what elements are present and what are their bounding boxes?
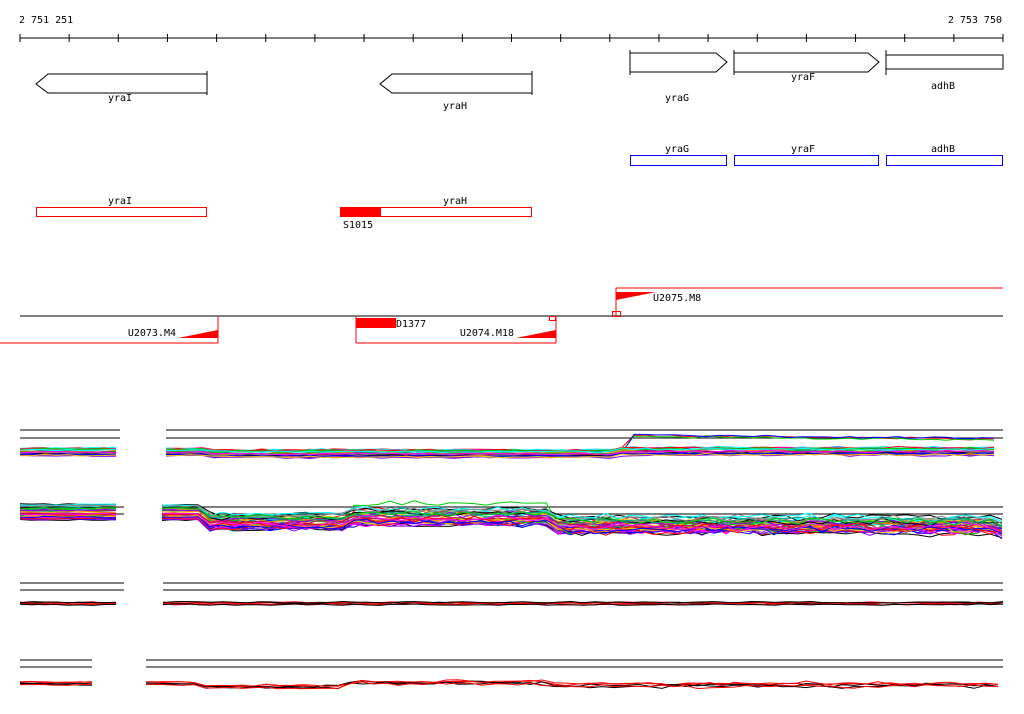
expression-profile-line <box>145 679 999 688</box>
svg-text:yraH: yraH <box>443 196 467 207</box>
operon-yraH[interactable]: yraH S1015 <box>340 196 532 231</box>
expression-profile-line <box>19 518 117 521</box>
svg-text:yraI: yraI <box>108 196 132 207</box>
expression-profile-line <box>19 512 117 516</box>
expression-profile-line <box>19 515 117 519</box>
expression-profile-line <box>145 679 999 688</box>
expression-profile-line <box>19 680 93 684</box>
expression-profile-line <box>19 504 117 507</box>
svg-text:D1377: D1377 <box>396 319 426 330</box>
site-block <box>340 207 381 217</box>
svg-text:yraF: yraF <box>791 144 815 155</box>
promoter-wedge-icon <box>616 292 656 300</box>
expression-panel-1 <box>19 429 1003 460</box>
gene-label: yraG <box>665 93 689 104</box>
operon-yraG[interactable]: yraG <box>630 144 727 166</box>
svg-text:yraG: yraG <box>665 144 689 155</box>
expression-profile-line <box>19 448 117 451</box>
expression-profile-line <box>19 682 93 685</box>
expression-profile-line <box>166 447 995 454</box>
operon-yraI[interactable]: yraI <box>36 196 207 217</box>
promoter-wedge-icon <box>516 330 556 338</box>
gene-label: yraH <box>443 101 467 112</box>
expression-profile-line <box>19 508 117 512</box>
gene-label: adhB <box>931 81 955 92</box>
promoter-U2073[interactable]: U2073.M4 <box>0 316 219 344</box>
gene-yraH[interactable]: yraH <box>379 71 533 112</box>
start-coordinate: 2 751 251 <box>19 15 73 26</box>
expression-profile-line <box>145 681 999 690</box>
gene-adhB[interactable]: adhB <box>885 50 1004 92</box>
expression-profile-line <box>19 506 116 510</box>
operon-adhB[interactable]: adhB <box>886 144 1003 166</box>
svg-text:U2075.M8: U2075.M8 <box>653 293 701 304</box>
expression-profile-line <box>19 510 117 513</box>
axis-ticks <box>19 34 1004 42</box>
expression-profile-line <box>19 454 117 457</box>
expression-profile-line <box>19 601 117 604</box>
expression-profile-line <box>20 683 93 686</box>
expression-profile-line <box>165 449 995 456</box>
expression-profile-line <box>19 517 117 520</box>
expression-profile-line <box>19 603 117 606</box>
svg-text:adhB: adhB <box>931 144 955 155</box>
promoter-wedge-icon <box>178 330 218 338</box>
expression-panel-3 <box>19 582 1004 606</box>
expression-profile-line <box>161 504 1003 524</box>
end-coordinate: 2 753 750 <box>948 15 1002 26</box>
svg-text:U2074.M18: U2074.M18 <box>460 328 514 339</box>
promoter-U2074[interactable]: U2074.M18 <box>355 316 557 344</box>
expression-panel-2 <box>19 500 1003 540</box>
gene-yraI[interactable]: yraI <box>35 71 208 104</box>
promoter-D1377[interactable]: D1377 <box>356 318 426 330</box>
expression-profile-line <box>161 513 1003 533</box>
promoter-U2075[interactable]: U2075.M8 <box>612 287 1004 317</box>
gene-yraF[interactable]: yraF <box>733 50 880 83</box>
expression-profile-line <box>162 516 1003 535</box>
operon-yraF[interactable]: yraF <box>734 144 879 166</box>
expression-profile-line <box>162 504 1003 522</box>
expression-profile-line <box>19 448 117 452</box>
expression-profile-line <box>166 452 995 459</box>
site-label: S1015 <box>343 220 373 231</box>
expression-panel-4 <box>19 659 1003 690</box>
expression-tracks <box>19 429 1004 690</box>
expression-profile-line <box>19 451 117 454</box>
gene-label: yraF <box>791 72 815 83</box>
gene-yraG[interactable]: yraG <box>629 50 728 104</box>
expression-profile-line <box>20 453 117 457</box>
expression-profile-line <box>162 600 1004 604</box>
svg-text:U2073.M4: U2073.M4 <box>128 328 176 339</box>
expression-profile-line <box>161 507 1003 528</box>
gene-label: yraI <box>108 93 132 104</box>
expression-profile-line <box>162 603 1004 606</box>
